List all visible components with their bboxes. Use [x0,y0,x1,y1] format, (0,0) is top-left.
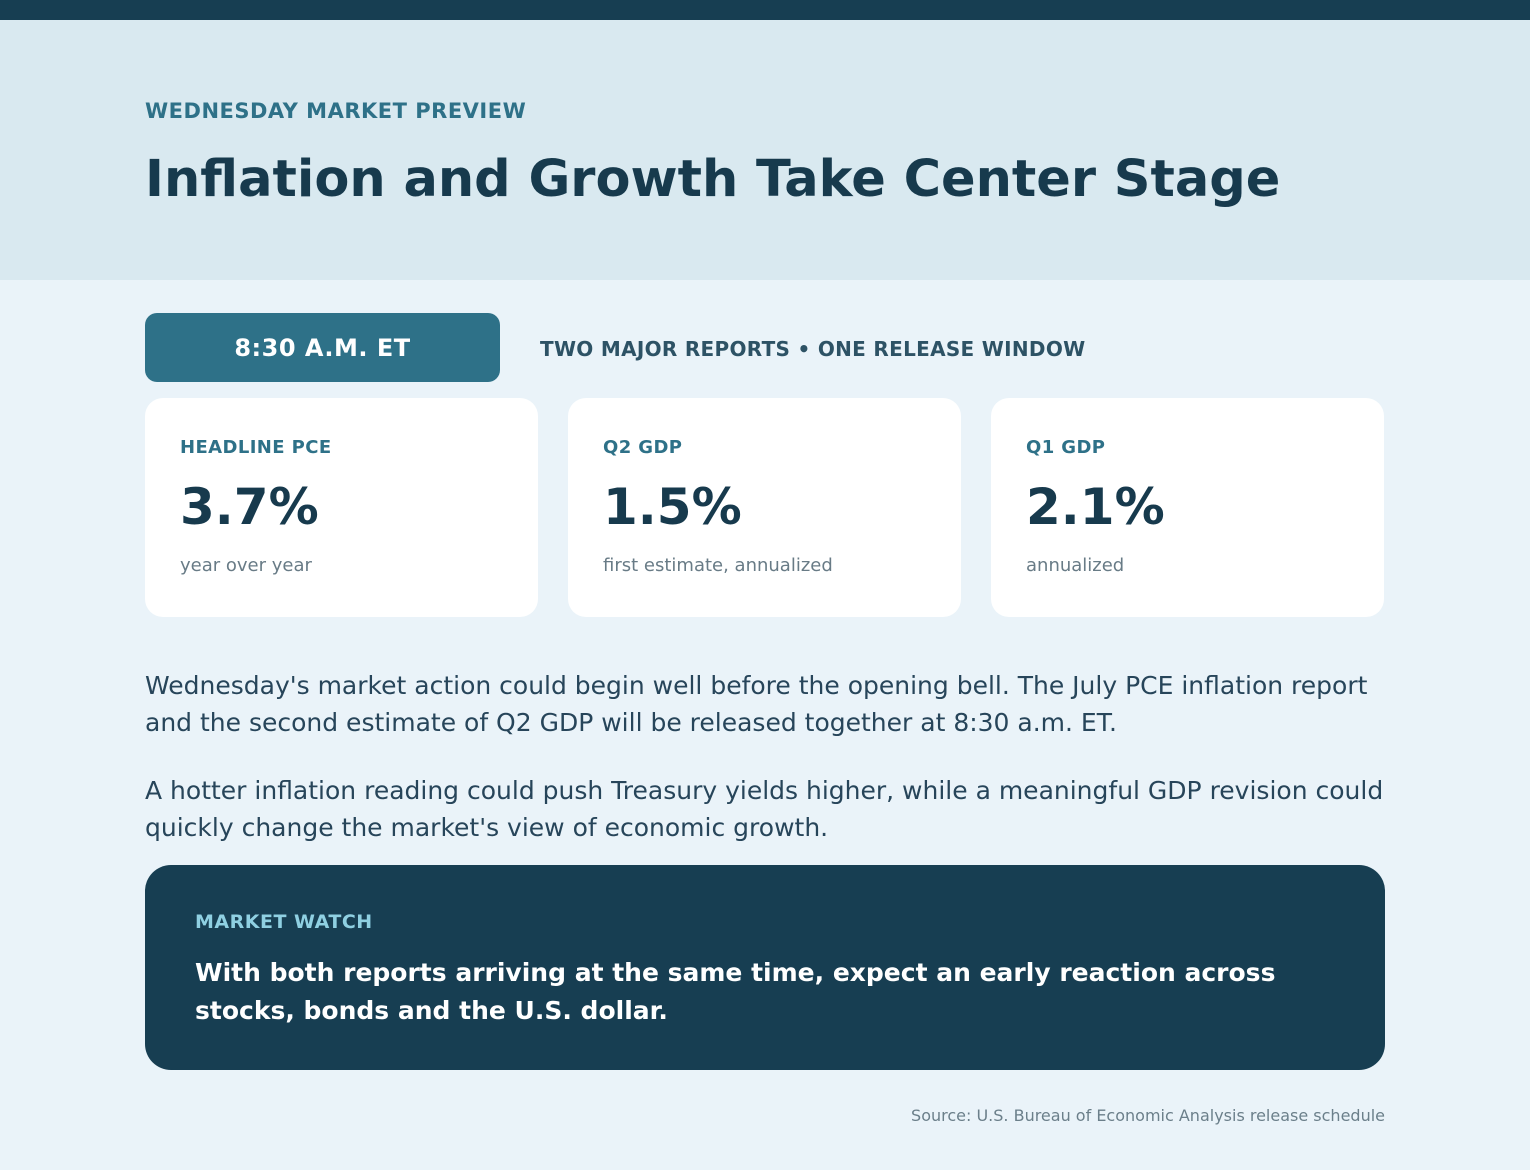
stat-card-value: 2.1% [1026,478,1165,536]
stat-card-q2-gdp: Q2 GDP 1.5% first estimate, annualized [568,398,961,617]
top-accent-bar [0,0,1530,20]
body-paragraph-2: A hotter inflation reading could push Tr… [145,776,1384,842]
section-kicker: WEDNESDAY MARKET PREVIEW [145,99,527,123]
body-paragraph-1: Wednesday's market action could begin we… [145,671,1368,737]
hero-banner [0,20,1530,280]
stat-card-label: Q1 GDP [1026,437,1106,458]
release-time-badge: 8:30 A.M. ET [145,313,500,382]
stat-card-q1-gdp: Q1 GDP 2.1% annualized [991,398,1384,617]
source-note: Source: U.S. Bureau of Economic Analysis… [911,1106,1385,1125]
stat-card-caption: first estimate, annualized [603,555,833,576]
stat-card-label: HEADLINE PCE [180,437,332,458]
stat-card-caption: year over year [180,555,312,576]
stat-card-headline-pce: HEADLINE PCE 3.7% year over year [145,398,538,617]
market-watch-label: MARKET WATCH [195,911,373,933]
stat-card-value: 3.7% [180,478,319,536]
stat-card-caption: annualized [1026,555,1125,576]
market-watch-text: With both reports arriving at the same t… [195,958,1276,1025]
stat-card-value: 1.5% [603,478,742,536]
release-window-note: TWO MAJOR REPORTS • ONE RELEASE WINDOW [540,337,1086,361]
market-watch-panel: MARKET WATCH With both reports arriving … [145,865,1385,1070]
page-title: Inflation and Growth Take Center Stage [145,150,1281,209]
stat-card-label: Q2 GDP [603,437,683,458]
